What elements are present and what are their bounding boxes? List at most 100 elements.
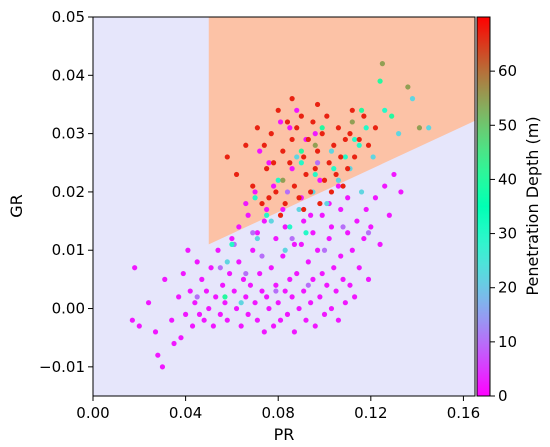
data-point bbox=[243, 200, 249, 207]
data-point bbox=[324, 200, 330, 207]
data-point bbox=[280, 148, 286, 154]
data-point bbox=[268, 265, 274, 271]
data-point bbox=[342, 136, 348, 143]
data-point bbox=[171, 340, 177, 347]
data-point bbox=[333, 288, 339, 294]
data-point bbox=[340, 224, 346, 230]
data-point bbox=[189, 323, 196, 329]
data-point bbox=[208, 265, 214, 271]
data-point bbox=[222, 300, 228, 306]
data-point bbox=[254, 235, 260, 242]
data-point bbox=[284, 119, 291, 125]
data-point bbox=[187, 288, 193, 294]
x-tick-label: 0.08 bbox=[262, 404, 295, 422]
data-point bbox=[169, 317, 175, 323]
data-point bbox=[391, 171, 397, 178]
data-point bbox=[368, 224, 374, 230]
data-point bbox=[312, 323, 318, 329]
data-point bbox=[162, 276, 168, 282]
data-point bbox=[314, 247, 321, 253]
data-point bbox=[426, 125, 432, 131]
data-point bbox=[361, 235, 367, 242]
data-point bbox=[259, 253, 265, 259]
data-point bbox=[338, 253, 344, 259]
y-axis: −0.01 0.00 0.01 0.02 0.03 0.04 0.05 bbox=[39, 8, 93, 376]
data-point bbox=[321, 311, 328, 317]
data-point bbox=[365, 230, 372, 236]
data-point bbox=[233, 305, 240, 312]
data-point bbox=[305, 259, 311, 265]
data-point bbox=[340, 183, 346, 189]
data-point bbox=[273, 235, 279, 242]
data-point bbox=[382, 183, 388, 189]
data-point bbox=[266, 305, 272, 312]
data-point bbox=[185, 247, 191, 253]
data-point bbox=[277, 317, 284, 323]
data-point bbox=[326, 235, 332, 242]
data-point bbox=[270, 323, 277, 329]
data-point bbox=[277, 212, 284, 218]
data-point bbox=[257, 148, 263, 154]
data-point bbox=[358, 189, 365, 195]
data-point bbox=[356, 142, 362, 148]
data-point bbox=[308, 189, 314, 195]
data-point bbox=[268, 131, 274, 137]
data-point bbox=[145, 300, 152, 306]
y-tick-label: −0.01 bbox=[39, 358, 85, 376]
data-point bbox=[335, 183, 342, 189]
data-point bbox=[132, 265, 138, 271]
data-point bbox=[196, 311, 203, 317]
data-point bbox=[349, 107, 355, 113]
colorbar-tick-label: 30 bbox=[498, 225, 517, 243]
data-point bbox=[308, 212, 314, 218]
data-point bbox=[284, 311, 291, 317]
data-point bbox=[233, 171, 240, 178]
x-axis: 0.00 0.04 0.08 0.12 0.16 bbox=[76, 396, 480, 422]
colorbar-tick-label: 60 bbox=[498, 62, 517, 80]
data-point bbox=[152, 329, 159, 335]
data-point bbox=[398, 189, 404, 195]
data-point bbox=[282, 247, 288, 253]
data-point bbox=[312, 171, 318, 178]
data-point bbox=[231, 288, 237, 294]
data-point bbox=[289, 166, 295, 172]
data-point bbox=[301, 218, 307, 224]
data-point bbox=[192, 300, 198, 306]
data-point bbox=[266, 195, 272, 201]
data-point bbox=[298, 148, 304, 154]
data-point bbox=[321, 177, 328, 183]
data-point bbox=[273, 189, 279, 195]
data-points bbox=[129, 61, 432, 370]
data-point bbox=[245, 212, 251, 218]
data-point bbox=[264, 166, 270, 172]
data-point bbox=[314, 160, 321, 166]
data-point bbox=[238, 323, 244, 329]
data-point bbox=[319, 125, 325, 131]
data-point bbox=[365, 276, 372, 282]
data-point bbox=[317, 200, 323, 207]
data-point bbox=[354, 218, 360, 224]
data-point bbox=[282, 200, 288, 207]
data-point bbox=[178, 335, 184, 341]
data-point bbox=[305, 136, 311, 143]
data-point bbox=[210, 323, 216, 329]
data-point bbox=[217, 265, 223, 271]
data-point bbox=[335, 177, 342, 183]
colorbar: 0 10 20 30 40 50 60 Penetration Depth (m) bbox=[476, 16, 542, 405]
data-point bbox=[298, 160, 304, 166]
data-point bbox=[370, 154, 376, 160]
data-point bbox=[296, 206, 302, 213]
x-tick-label: 0.04 bbox=[169, 404, 202, 422]
data-point bbox=[194, 259, 200, 265]
x-tick-label: 0.16 bbox=[447, 404, 480, 422]
data-point bbox=[270, 160, 277, 166]
data-point bbox=[291, 329, 298, 335]
data-point bbox=[363, 206, 369, 213]
data-point bbox=[254, 317, 260, 323]
x-tick-label: 0.12 bbox=[354, 404, 387, 422]
data-point bbox=[220, 282, 226, 288]
data-point bbox=[199, 276, 205, 282]
data-point bbox=[201, 317, 207, 323]
data-point bbox=[303, 230, 309, 236]
